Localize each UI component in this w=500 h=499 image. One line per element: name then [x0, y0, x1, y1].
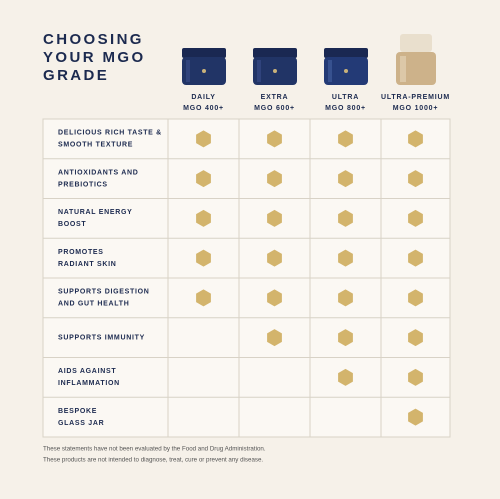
row-label: RADIANT SKIN: [58, 261, 117, 268]
included-hexagon: [267, 289, 282, 307]
included-hexagon: [338, 329, 353, 347]
jar-daily: [182, 48, 226, 85]
included-hexagon: [267, 209, 282, 227]
included-hexagon: [408, 289, 423, 307]
row-label: DELICIOUS RICH TASTE &: [58, 130, 162, 137]
row-label: BESPOKE: [58, 408, 97, 415]
row-label: NATURAL ENERGY: [58, 209, 133, 216]
included-hexagon: [338, 249, 353, 267]
title: CHOOSING: [43, 31, 144, 48]
row-label: AIDS AGAINST: [58, 368, 116, 375]
included-hexagon: [267, 329, 282, 347]
jar-ultra-premium: [396, 34, 436, 85]
included-hexagon: [267, 130, 282, 148]
row-label: SUPPORTS IMMUNITY: [58, 334, 145, 341]
included-hexagon: [338, 209, 353, 227]
row-label: BOOST: [58, 221, 86, 228]
included-hexagon: [196, 289, 211, 307]
column-name: ULTRA: [332, 94, 359, 101]
column-name: DAILY: [191, 94, 215, 101]
row-label: SUPPORTS DIGESTION: [58, 289, 150, 296]
row-label: INFLAMMATION: [58, 380, 120, 387]
included-hexagon: [338, 289, 353, 307]
column-name: EXTRA: [261, 94, 289, 101]
title: GRADE: [43, 67, 109, 84]
column-grade: MGO 400+: [183, 105, 224, 112]
row-label: PROMOTES: [58, 249, 104, 256]
included-hexagon: [267, 249, 282, 267]
footnote: These statements have not been evaluated…: [43, 446, 266, 453]
included-hexagon: [338, 170, 353, 188]
row-label: ANTIOXIDANTS AND: [58, 169, 139, 176]
row-label: AND GUT HEALTH: [58, 301, 130, 308]
column-name: ULTRA-PREMIUM: [381, 94, 450, 101]
included-hexagon: [408, 408, 423, 426]
footnote: These products are not intended to diagn…: [43, 457, 263, 464]
included-hexagon: [408, 368, 423, 386]
column-grade: MGO 600+: [254, 105, 295, 112]
included-hexagon: [196, 130, 211, 148]
jar-extra: [253, 48, 297, 85]
row-label: SMOOTH TEXTURE: [58, 142, 133, 149]
column-grade: MGO 800+: [325, 105, 366, 112]
title: YOUR MGO: [43, 49, 146, 66]
included-hexagon: [267, 170, 282, 188]
included-hexagon: [338, 130, 353, 148]
row-label: PREBIOTICS: [58, 181, 108, 188]
included-hexagon: [196, 209, 211, 227]
included-hexagon: [338, 368, 353, 386]
jar-ultra: [324, 48, 368, 85]
jars: [182, 34, 436, 85]
included-hexagon: [196, 249, 211, 267]
row-label: GLASS JAR: [58, 420, 104, 427]
included-hexagon: [196, 170, 211, 188]
included-hexagon: [408, 249, 423, 267]
included-hexagon: [408, 329, 423, 347]
included-hexagon: [408, 170, 423, 188]
included-hexagon: [408, 130, 423, 148]
included-hexagon: [408, 209, 423, 227]
column-grade: MGO 1000+: [393, 105, 439, 112]
